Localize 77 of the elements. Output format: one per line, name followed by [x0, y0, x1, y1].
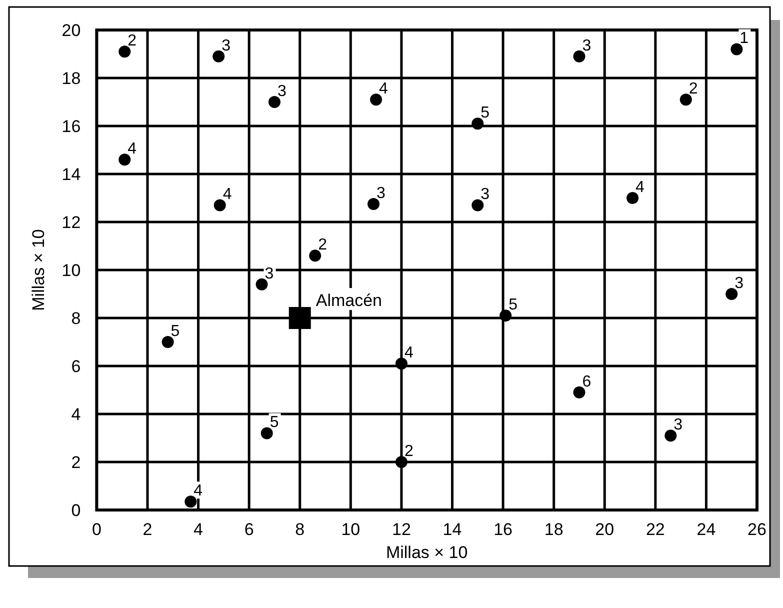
- x-tick-label: 8: [295, 520, 305, 539]
- point: [395, 456, 408, 468]
- x-tick-label: 14: [442, 520, 462, 539]
- x-tick-label: 2: [142, 520, 152, 539]
- y-tick-label: 10: [62, 261, 81, 280]
- annotation: 4: [636, 179, 645, 196]
- point: [368, 198, 380, 210]
- y-tick-label: 0: [71, 501, 81, 520]
- annotation: 5: [270, 414, 279, 432]
- annotation: 3: [264, 265, 274, 282]
- point: [118, 154, 131, 166]
- point: [288, 307, 311, 329]
- y-tick-label: 20: [62, 21, 81, 40]
- point: [472, 118, 484, 130]
- annotation: 3: [734, 275, 744, 292]
- annotation: 4: [222, 186, 232, 204]
- annotation: 1: [740, 30, 749, 48]
- point: [730, 43, 743, 56]
- annotation: 3: [582, 37, 592, 54]
- x-tick-label: 20: [595, 520, 614, 539]
- y-tick-label: 14: [62, 165, 81, 184]
- annotation: 4: [194, 482, 203, 500]
- annotation: 3: [674, 416, 683, 434]
- point: [268, 96, 280, 108]
- annotation: 2: [688, 80, 698, 98]
- point: [726, 288, 738, 300]
- annotation: 4: [128, 140, 137, 158]
- point: [214, 199, 226, 212]
- annotation: 3: [277, 83, 286, 100]
- point: [500, 310, 512, 322]
- x-tick-label: 26: [748, 520, 766, 539]
- point: [162, 336, 174, 348]
- y-axis-title: Millas × 10: [29, 229, 48, 311]
- annotation: 5: [508, 296, 518, 314]
- point: [395, 358, 408, 370]
- x-axis-title: Millas × 10: [386, 543, 468, 562]
- point: [664, 430, 677, 442]
- y-tick-label: 8: [71, 309, 81, 328]
- point: [370, 94, 382, 106]
- annotation: 2: [128, 32, 137, 50]
- point: [212, 50, 225, 62]
- x-tick-label: 18: [544, 520, 564, 539]
- point: [260, 427, 273, 440]
- y-tick-label: 18: [62, 69, 81, 88]
- point: [256, 278, 268, 290]
- annotation: 3: [376, 185, 386, 202]
- point: [573, 50, 586, 62]
- point: [472, 199, 484, 212]
- x-tick-label: 6: [244, 520, 254, 539]
- annotation: 2: [318, 236, 328, 254]
- series-label: Almacén: [316, 291, 382, 310]
- annotation: 6: [582, 373, 592, 390]
- annotation: 3: [480, 186, 490, 204]
- annotation: 3: [222, 37, 231, 54]
- x-tick-label: 10: [341, 520, 360, 539]
- annotation: 5: [480, 104, 490, 122]
- point: [309, 250, 322, 262]
- y-tick-label: 2: [71, 453, 81, 472]
- y-tick-label: 16: [62, 117, 81, 136]
- x-tick-label: 0: [92, 520, 102, 539]
- point: [118, 46, 131, 58]
- point: [680, 94, 692, 106]
- point: [184, 496, 197, 508]
- annotation: 4: [379, 80, 388, 98]
- annotation: 5: [170, 323, 180, 340]
- x-tick-label: 4: [194, 520, 204, 539]
- x-tick-label: 12: [392, 520, 411, 539]
- y-tick-label: 4: [71, 405, 81, 424]
- point: [573, 386, 586, 398]
- x-tick-label: 16: [494, 520, 512, 539]
- y-tick-label: 12: [62, 213, 81, 232]
- annotation: 4: [404, 344, 414, 362]
- point: [626, 192, 639, 204]
- annotation: 2: [404, 443, 414, 460]
- x-tick-label: 24: [696, 520, 716, 539]
- x-tick-label: 22: [646, 520, 665, 539]
- y-tick-label: 6: [71, 357, 81, 376]
